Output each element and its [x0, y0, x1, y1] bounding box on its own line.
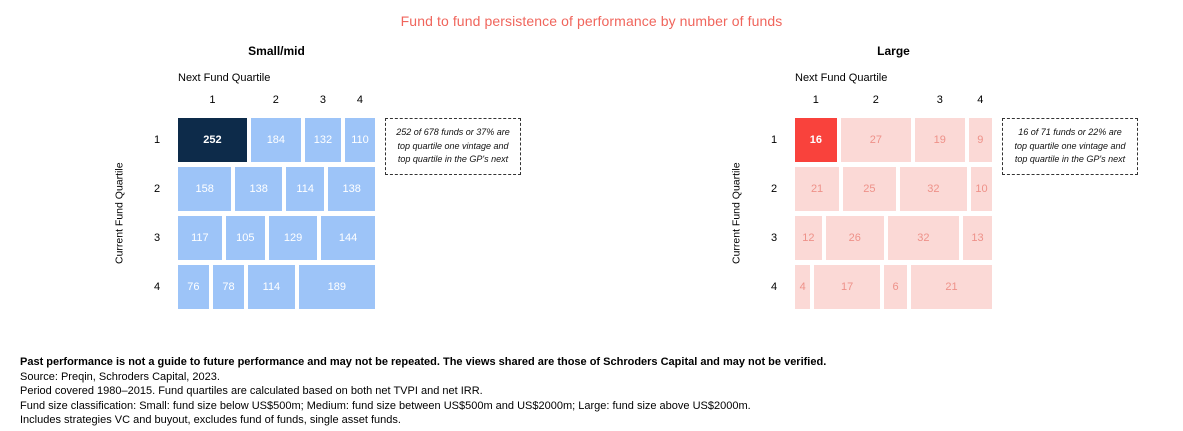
column-header-3: 3 [319, 94, 327, 106]
column-header-4: 4 [977, 94, 984, 106]
column-headers: 1 2 3 4 [178, 94, 375, 106]
heatmap-cell: 21 [911, 265, 992, 309]
heatmap-row: 252 184 132 110 [178, 118, 375, 162]
heatmap-cell: 13 [963, 216, 992, 260]
footnote-source: Source: Preqin, Schroders Capital, 2023. [20, 370, 220, 383]
heatmap-cell: 4 [795, 265, 811, 309]
chart-title: Large [877, 44, 910, 58]
heatmap-cell: 21 [795, 167, 840, 211]
footnote-disclaimer: Past performance is not a guide to futur… [20, 356, 827, 368]
heatmap-row: 16 27 19 9 [795, 118, 992, 162]
heatmap-grid: 252 184 132 110 158 138 114 138 117 105 129 144 76 78… [178, 118, 376, 309]
y-axis-title: Current Fund Quartile [730, 162, 743, 265]
heatmap-cell: 132 [304, 118, 341, 162]
column-header-1: 1 [209, 94, 216, 106]
x-axis-title: Next Fund Quartile [795, 72, 888, 84]
row-label-3: 3 [770, 232, 778, 244]
heatmap-cell: 105 [225, 216, 265, 260]
annotation-box: 252 of 678 funds or 37% are top quartile… [385, 118, 521, 175]
heatmap-cell: 10 [970, 167, 992, 211]
heatmap-row: 21 25 32 10 [795, 167, 992, 211]
heatmap-row: 4 17 6 21 [795, 265, 992, 309]
row-label-3: 3 [153, 232, 161, 244]
heatmap-cell: 12 [795, 216, 822, 260]
row-label-2: 2 [770, 183, 778, 195]
heatmap-cell: 6 [883, 265, 908, 309]
column-header-2: 2 [272, 94, 279, 106]
heatmap-cell: 16 [795, 118, 837, 162]
row-label-2: 2 [153, 183, 161, 195]
heatmap-cell: 114 [285, 167, 325, 211]
heatmap-cell: 19 [915, 118, 965, 162]
row-label-1: 1 [770, 134, 778, 146]
column-header-4: 4 [356, 94, 364, 106]
row-label-4: 4 [770, 281, 778, 293]
row-labels: 1 2 3 4 [763, 118, 785, 309]
heatmap-cell: 76 [178, 265, 209, 309]
page-title: Fund to fund persistence of performance … [400, 13, 783, 29]
footnote-strategies: Includes strategies VC and buyout, exclu… [20, 414, 401, 426]
heatmap-cell: 32 [899, 167, 967, 211]
column-header-1: 1 [812, 94, 819, 106]
heatmap-cell: 184 [250, 118, 301, 162]
heatmap-cell: 25 [843, 167, 896, 211]
annotation-box: 16 of 71 funds or 22% are top quartile o… [1002, 118, 1138, 175]
footnotes: Past performance is not a guide to futur… [20, 355, 1163, 428]
heatmap-cell: 9 [968, 118, 992, 162]
heatmap-cell: 144 [321, 216, 376, 260]
column-headers: 1 2 3 4 [795, 94, 992, 106]
x-axis-title: Next Fund Quartile [178, 72, 271, 84]
row-labels: 1 2 3 4 [146, 118, 168, 309]
heatmap-cell: 138 [328, 167, 376, 211]
heatmap-row: 158 138 114 138 [178, 167, 376, 211]
heatmap-cell: 129 [268, 216, 318, 260]
heatmap-cell: 110 [344, 118, 375, 162]
chart-small-mid: Small/mid Next Fund Quartile 1 2 3 4 Curren… [110, 42, 550, 322]
heatmap-row: 76 78 114 189 [178, 265, 376, 309]
heatmap-cell: 117 [178, 216, 222, 260]
heatmap-cell: 78 [212, 265, 245, 309]
heatmap-row: 12 26 32 13 [795, 216, 992, 260]
heatmap-row: 117 105 129 144 [178, 216, 376, 260]
column-header-2: 2 [872, 94, 879, 106]
chart-title: Small/mid [248, 44, 305, 58]
heatmap-grid: 16 27 19 9 21 25 32 10 12 26 32 13 4 17 6 21 [795, 118, 992, 309]
heatmap-cell: 252 [178, 118, 247, 162]
footnote-size-classification: Fund size classification: Small: fund si… [20, 399, 751, 412]
row-label-4: 4 [153, 281, 161, 293]
heatmap-cell: 114 [248, 265, 295, 309]
heatmap-cell: 138 [235, 167, 282, 211]
y-axis-title: Current Fund Quartile [113, 162, 126, 265]
heatmap-cell: 17 [814, 265, 880, 309]
heatmap-cell: 158 [178, 167, 232, 211]
footnote-period: Period covered 1980–2015. Fund quartiles… [20, 385, 483, 397]
column-header-3: 3 [936, 94, 943, 106]
heatmap-cell: 189 [298, 265, 376, 309]
heatmap-cell: 27 [840, 118, 912, 162]
heatmap-cell: 26 [825, 216, 884, 260]
row-label-1: 1 [153, 134, 161, 146]
heatmap-cell: 32 [887, 216, 960, 260]
